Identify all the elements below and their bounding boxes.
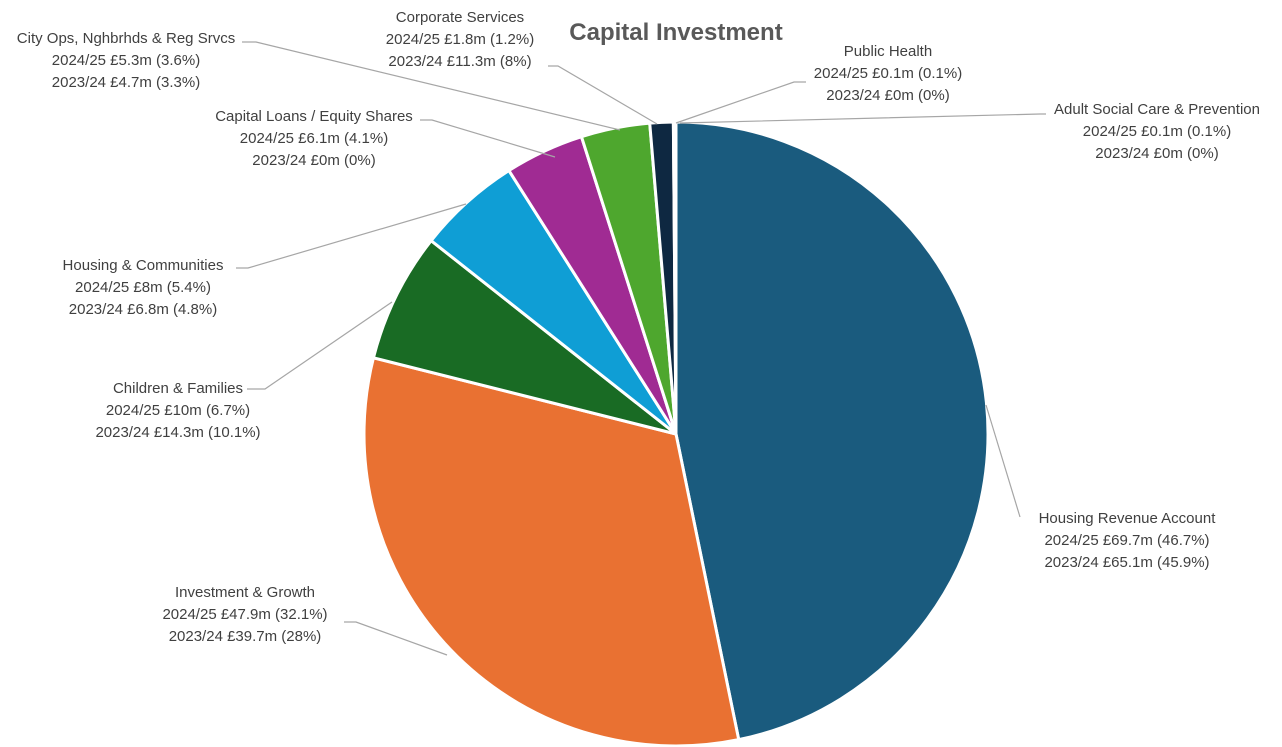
pie-slice-children-and-families [371,238,677,436]
slice-name: Children & Families [113,380,243,397]
slice-value-2024-25: 2024/25 £0.1m (0.1%) [814,65,962,82]
slice-name: Public Health [844,43,932,60]
leader-line-capital-loans-equity-shares [420,119,556,158]
leader-line-investment-and-growth [344,621,448,656]
slice-value-2024-25: 2024/25 £0.1m (0.1%) [1083,123,1231,140]
slice-value-2024-25: 2024/25 £5.3m (3.6%) [52,52,200,69]
slice-name: Adult Social Care & Prevention [1054,101,1260,118]
leader-line-children-and-families [247,301,393,390]
slice-value-2024-25: 2024/25 £6.1m (4.1%) [240,130,388,147]
slice-name: Investment & Growth [175,584,315,601]
leader-line-housing-revenue-account [985,404,1021,518]
data-label-city-ops-nghbrhds-and-reg-srvcs: City Ops, Nghbrhds & Reg Srvcs 2024/25 £5… [17,30,235,91]
slice-value-2023-24: 2023/24 £39.7m (28%) [169,628,322,645]
leader-line-public-health [675,81,806,124]
data-label-housing-revenue-account: Housing Revenue Account 2024/25 £69.7m (4… [1039,510,1217,571]
pie-slice-investment-and-growth [362,355,741,747]
slice-value-2024-25: 2024/25 £69.7m (46.7%) [1044,532,1209,549]
slice-value-2024-25: 2024/25 £47.9m (32.1%) [162,606,327,623]
slice-value-2024-25: 2024/25 £8m (5.4%) [75,279,211,296]
pie-slices [362,120,990,747]
slice-value-2023-24: 2023/24 £65.1m (45.9%) [1044,554,1209,571]
slice-name: Corporate Services [396,9,524,26]
pie-slice-housing-revenue-account [674,120,990,742]
leader-line-adult-social-care-and-prevention [679,113,1046,124]
slice-value-2023-24: 2023/24 £0m (0%) [826,87,949,104]
data-label-children-and-families: Children & Families 2024/25 £10m (6.7%) 20… [95,380,260,441]
data-label-capital-loans-equity-shares: Capital Loans / Equity Shares 2024/25 £6.… [215,108,413,169]
slice-labels: Housing Revenue Account 2024/25 £69.7m (4… [17,9,1260,645]
slice-value-2023-24: 2023/24 £0m (0%) [252,152,375,169]
slice-value-2023-24: 2023/24 £6.8m (4.8%) [69,301,217,318]
slice-name: Capital Loans / Equity Shares [215,108,413,125]
slice-value-2023-24: 2023/24 £14.3m (10.1%) [95,424,260,441]
leader-line-city-ops-nghbrhds-and-reg-srvcs [242,41,621,131]
slice-value-2024-25: 2024/25 £10m (6.7%) [106,402,250,419]
slice-name: City Ops, Nghbrhds & Reg Srvcs [17,30,235,47]
slice-value-2023-24: 2023/24 £0m (0%) [1095,145,1218,162]
slice-value-2024-25: 2024/25 £1.8m (1.2%) [386,31,534,48]
slice-value-2023-24: 2023/24 £11.3m (8%) [388,53,531,70]
data-label-housing-and-communities: Housing & Communities 2024/25 £8m (5.4%) 2… [63,257,224,318]
leader-line-corporate-services [548,65,658,125]
slice-name: Housing & Communities [63,257,224,274]
leader-lines [236,41,1046,656]
data-label-public-health: Public Health 2024/25 £0.1m (0.1%) 2023/24… [814,43,962,104]
data-label-adult-social-care-and-prevention: Adult Social Care & Prevention 2024/25 £0… [1054,101,1260,162]
data-label-corporate-services: Corporate Services 2024/25 £1.8m (1.2%) 20… [386,9,534,70]
data-label-investment-and-growth: Investment & Growth 2024/25 £47.9m (32.1%… [162,584,327,645]
pie-slice-adult-social-care-and-prevention [673,120,678,435]
slice-name: Housing Revenue Account [1039,510,1217,527]
slice-value-2023-24: 2023/24 £4.7m (3.3%) [52,74,200,91]
chart-title: Capital Investment [569,19,782,46]
leader-line-housing-and-communities [236,203,467,269]
